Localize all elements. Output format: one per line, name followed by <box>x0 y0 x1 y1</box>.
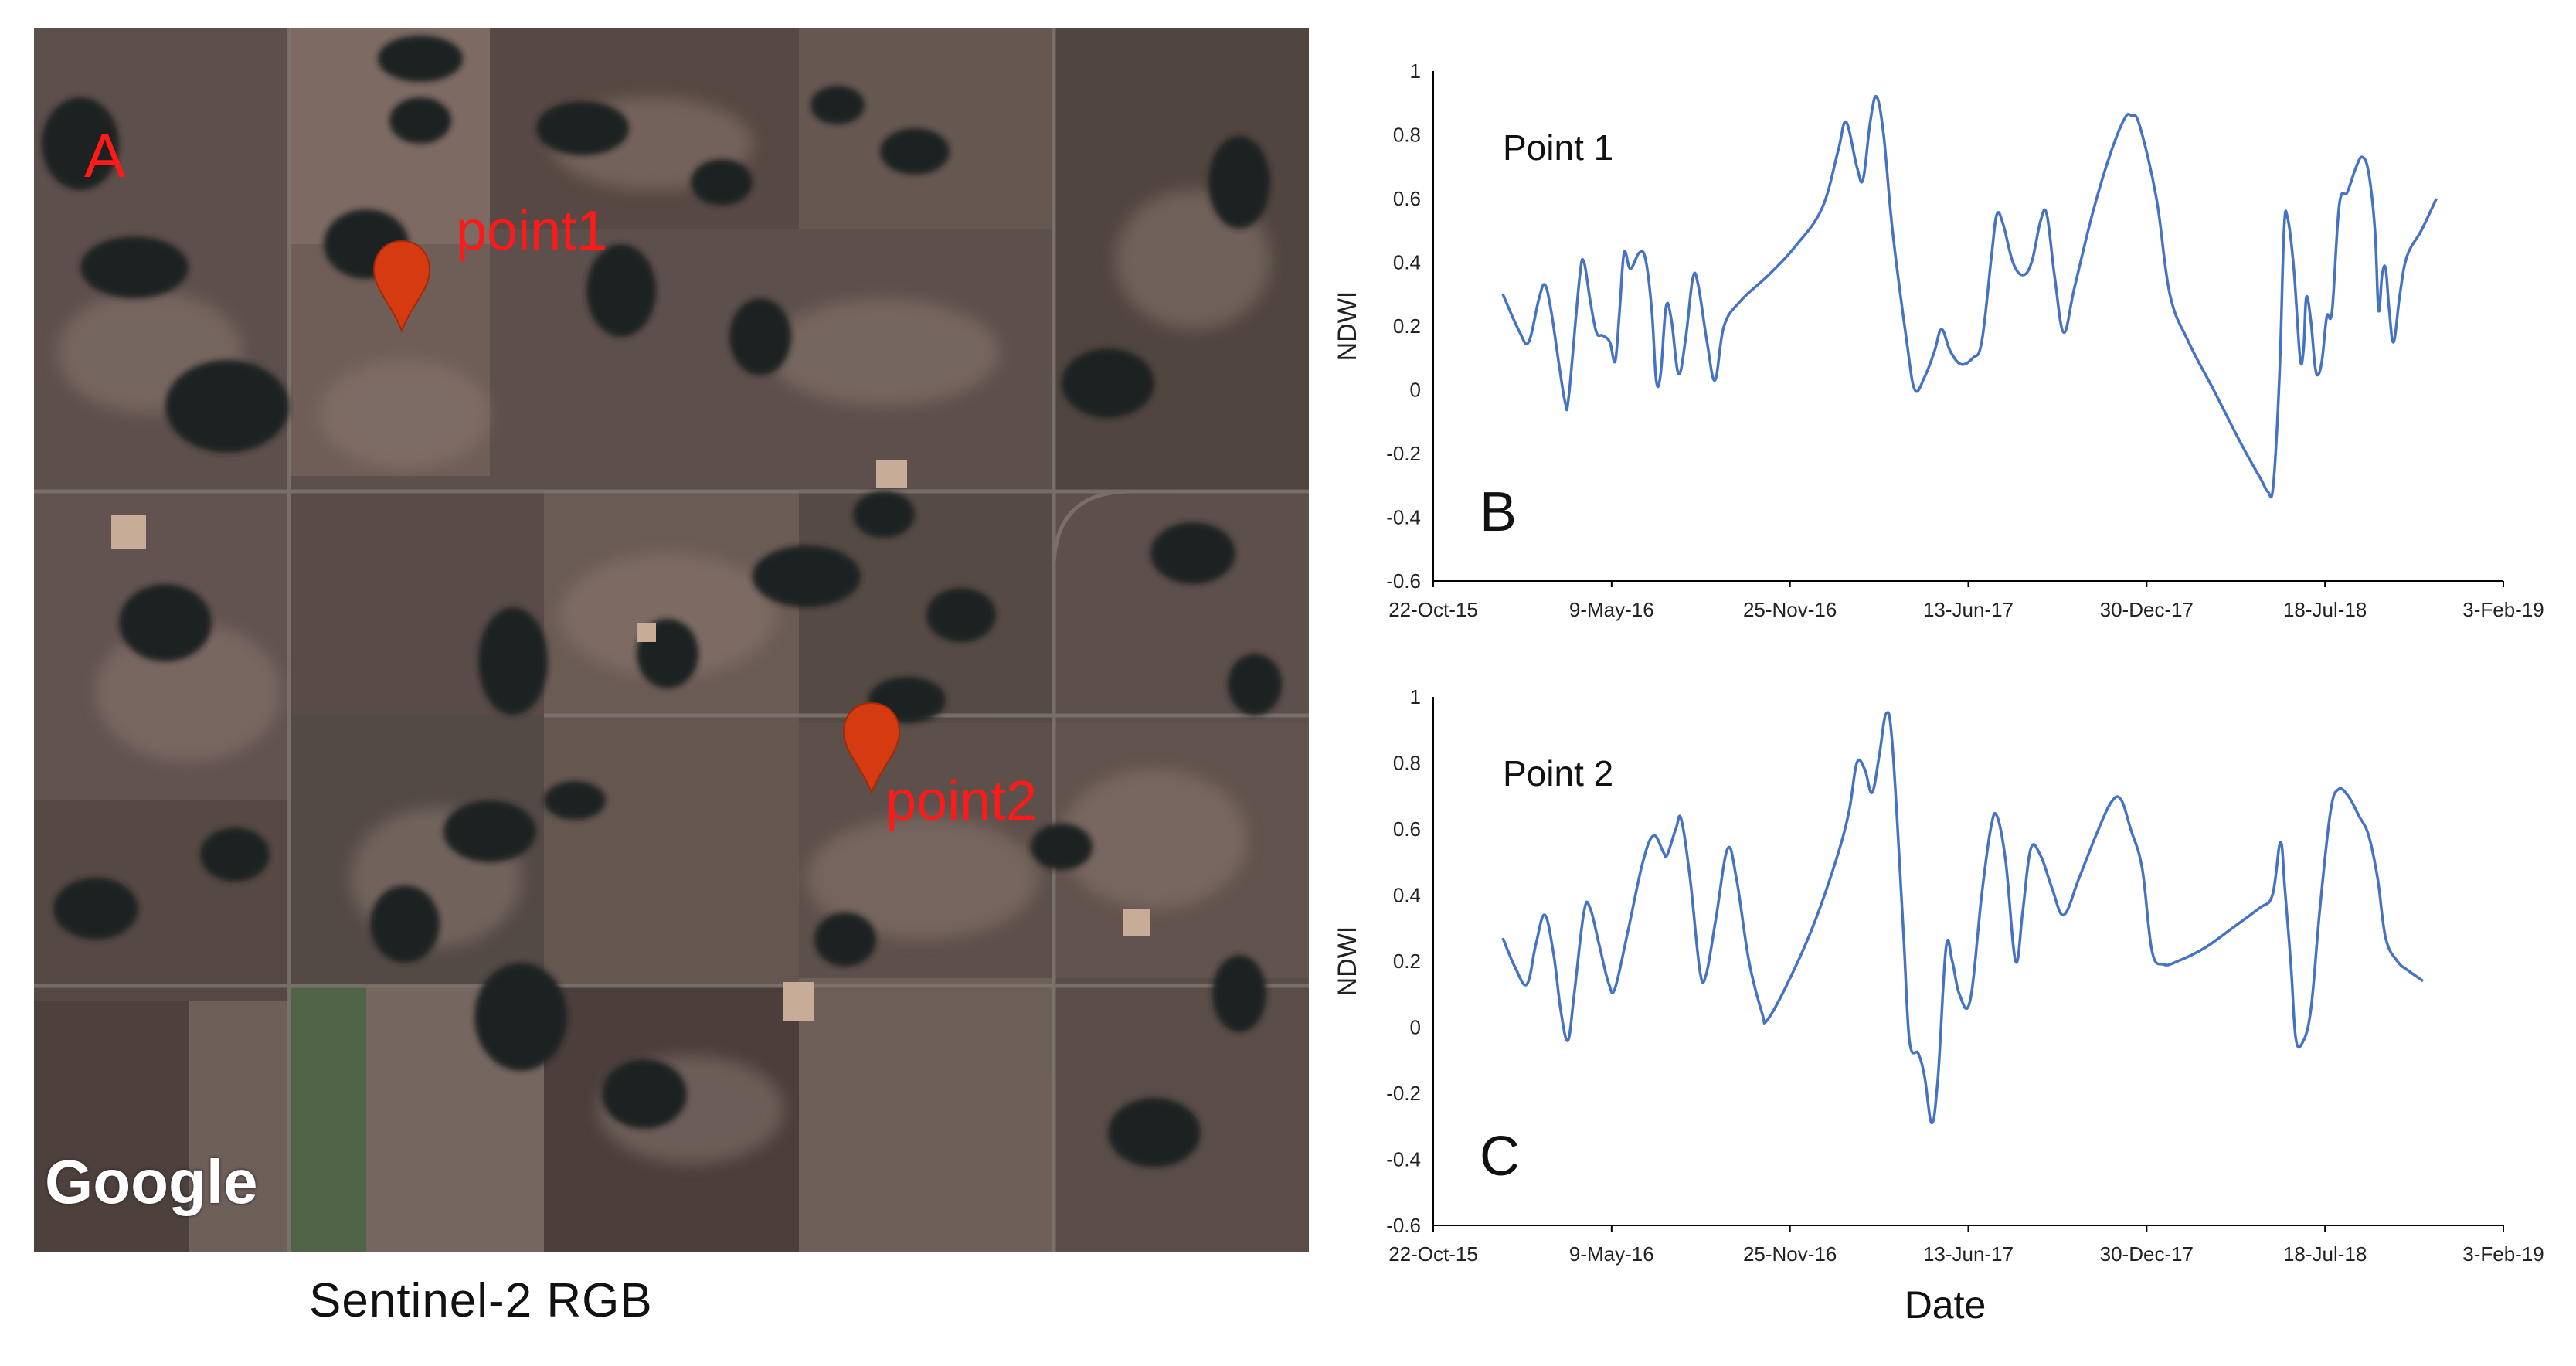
y-tick-label: -0.6 <box>1386 569 1421 593</box>
x-tick-label: 25-Nov-16 <box>1743 598 1837 621</box>
roads <box>34 28 1309 1252</box>
x-tick-label: 30-Dec-17 <box>2100 598 2194 621</box>
map-pin-icon <box>372 240 431 333</box>
y-tick-label: 0.8 <box>1393 752 1421 775</box>
satellite-image <box>34 28 1309 1252</box>
panel-label-a: A <box>84 121 126 190</box>
x-axis-label: Date <box>1905 1283 1986 1327</box>
satellite-image-panel: A point1 point2 Google <box>34 28 1309 1252</box>
x-tick-label: 13-Jun-17 <box>1923 1242 2014 1266</box>
y-tick-label: 0.4 <box>1393 251 1421 274</box>
y-tick-label: 1 <box>1410 685 1421 708</box>
y-tick-label: 0.6 <box>1393 187 1421 210</box>
x-tick-label: 22-Oct-15 <box>1388 598 1478 621</box>
y-tick-label: 0.6 <box>1393 817 1421 841</box>
y-tick-label: -0.2 <box>1386 442 1421 465</box>
y-tick-label: 0.2 <box>1393 950 1421 973</box>
google-attribution: Google <box>45 1147 258 1216</box>
map-marker-point1[interactable] <box>371 238 433 335</box>
marker-label-point1: point1 <box>456 200 608 262</box>
series-annotation: Point 2 <box>1503 753 1613 793</box>
chart-point1: 1 0.8 0.6 0.4 0.2 0 -0.2 -0.4 -0.6 22-Oct-15 9-May… <box>1321 31 2576 649</box>
x-tick-label: 3-Feb-19 <box>2462 1242 2544 1266</box>
panel-label: B <box>1480 481 1517 543</box>
x-tick-label: 30-Dec-17 <box>2100 1242 2194 1266</box>
chart-point1-svg: 1 0.8 0.6 0.4 0.2 0 -0.2 -0.4 -0.6 22-Oct-15 9-May… <box>1333 59 2544 621</box>
x-tick-label: 25-Nov-16 <box>1743 1242 1837 1266</box>
map-marker-point2[interactable] <box>841 700 902 797</box>
satellite-caption: Sentinel-2 RGB <box>309 1274 653 1327</box>
x-tick-label: 3-Feb-19 <box>2462 598 2544 621</box>
wetlands <box>42 36 1282 1167</box>
y-tick-label: 0 <box>1410 1016 1421 1039</box>
panel-label: C <box>1480 1126 1520 1188</box>
series-line <box>1501 711 2425 1125</box>
map-pin-icon <box>842 702 901 795</box>
x-tick-label: 18-Jul-18 <box>2283 1242 2367 1266</box>
y-tick-label: 1 <box>1410 59 1421 83</box>
y-axis-label: NDWI <box>1333 926 1362 997</box>
y-tick-label: -0.4 <box>1386 1148 1421 1171</box>
x-tick-label: 22-Oct-15 <box>1388 1242 1478 1266</box>
y-tick-label: 0 <box>1410 379 1421 402</box>
chart-point2-svg: 1 0.8 0.6 0.4 0.2 0 -0.2 -0.4 -0.6 22-Oct-15 9-May… <box>1333 685 2544 1327</box>
y-tick-label: 0.2 <box>1393 314 1421 338</box>
x-tick-label: 13-Jun-17 <box>1923 598 2014 621</box>
y-axis-label: NDWI <box>1333 291 1362 362</box>
series-annotation: Point 1 <box>1503 127 1613 168</box>
y-tick-label: -0.4 <box>1386 506 1421 529</box>
marker-label-point2: point2 <box>885 770 1038 832</box>
y-tick-label: 0.8 <box>1393 124 1421 147</box>
x-tick-label: 9-May-16 <box>1569 1242 1654 1266</box>
y-tick-label: 0.4 <box>1393 884 1421 907</box>
y-tick-label: -0.2 <box>1386 1082 1421 1105</box>
x-tick-label: 9-May-16 <box>1569 598 1654 621</box>
chart-point2: 1 0.8 0.6 0.4 0.2 0 -0.2 -0.4 -0.6 22-Oct-15 9-May… <box>1321 664 2576 1366</box>
series-line <box>1501 95 2438 499</box>
farm-yards <box>111 460 1150 1021</box>
y-tick-label: -0.6 <box>1386 1214 1421 1237</box>
x-tick-label: 18-Jul-18 <box>2283 598 2367 621</box>
